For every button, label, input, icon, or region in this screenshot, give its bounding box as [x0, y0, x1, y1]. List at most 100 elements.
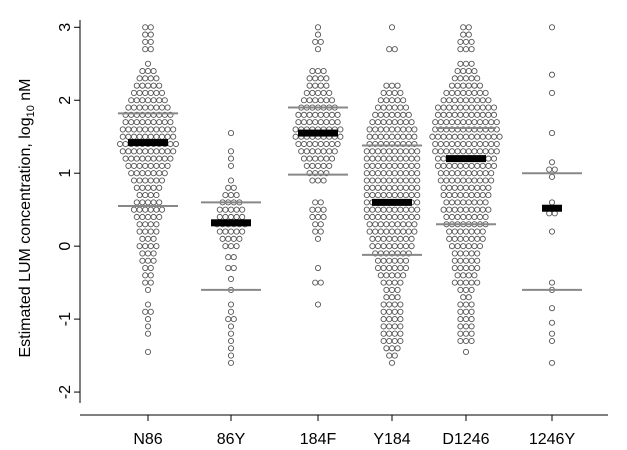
- data-point: [454, 119, 461, 126]
- data-point: [222, 192, 229, 199]
- data-point: [546, 166, 553, 173]
- data-point: [225, 254, 232, 261]
- data-point: [158, 133, 166, 140]
- data-point: [460, 170, 467, 177]
- data-point: [485, 97, 492, 104]
- data-point: [388, 111, 396, 118]
- data-point: [383, 272, 390, 279]
- data-point: [397, 170, 404, 177]
- data-point: [397, 192, 404, 199]
- data-point: [440, 104, 447, 111]
- data-point: [405, 221, 412, 228]
- data-point: [454, 89, 461, 97]
- data-point: [485, 111, 492, 118]
- data-point: [309, 213, 316, 221]
- data-point: [233, 243, 240, 250]
- data-point: [460, 89, 467, 97]
- data-point: [306, 97, 313, 104]
- data-point: [136, 221, 143, 228]
- data-point: [142, 133, 149, 140]
- data-point: [471, 82, 478, 89]
- data-point: [468, 301, 475, 308]
- median-bar: [298, 129, 338, 137]
- data-point: [462, 111, 470, 118]
- data-point: [147, 192, 154, 199]
- data-point: [328, 111, 336, 118]
- data-point: [460, 140, 467, 148]
- data-point: [334, 111, 341, 118]
- data-point: [468, 60, 475, 67]
- data-point: [482, 140, 489, 148]
- y-tick-label: -2: [57, 385, 74, 399]
- data-point: [320, 213, 327, 221]
- data-point: [394, 126, 401, 133]
- data-point: [397, 308, 404, 315]
- data-point: [222, 213, 229, 221]
- data-point: [446, 206, 453, 213]
- data-point: [460, 243, 467, 250]
- data-point: [374, 243, 382, 250]
- data-point: [150, 155, 157, 162]
- data-point: [383, 111, 390, 118]
- data-point: [377, 221, 384, 228]
- data-point: [429, 133, 436, 140]
- data-point: [432, 119, 439, 126]
- data-point: [468, 184, 475, 191]
- data-point: [471, 177, 478, 184]
- data-point: [394, 228, 401, 235]
- data-point: [153, 104, 160, 111]
- data-point: [136, 177, 143, 184]
- data-point: [468, 330, 475, 337]
- data-point: [394, 97, 401, 104]
- data-point: [317, 279, 324, 286]
- data-point: [130, 104, 138, 111]
- data-point: [133, 82, 140, 89]
- data-point: [158, 206, 166, 213]
- data-point: [139, 119, 146, 126]
- data-point: [460, 148, 467, 155]
- data-point: [400, 272, 407, 279]
- data-point: [369, 184, 376, 191]
- data-point: [391, 177, 398, 184]
- data-point: [402, 213, 410, 221]
- data-point: [451, 250, 458, 257]
- data-point: [323, 140, 330, 148]
- data-point: [386, 243, 393, 250]
- data-point: [446, 111, 453, 118]
- data-point: [295, 119, 302, 126]
- data-point: [468, 38, 475, 45]
- data-point: [337, 126, 344, 133]
- data-point: [411, 126, 418, 133]
- data-point: [462, 206, 470, 213]
- data-point: [227, 359, 235, 366]
- data-point: [462, 192, 470, 199]
- data-point: [158, 104, 166, 111]
- data-point: [462, 133, 470, 140]
- data-point: [462, 348, 470, 355]
- data-point: [454, 177, 461, 184]
- data-point: [136, 104, 143, 111]
- data-point: [397, 316, 404, 323]
- data-point: [139, 250, 146, 257]
- data-point: [443, 140, 450, 148]
- data-point: [116, 140, 124, 148]
- data-point: [374, 235, 382, 242]
- data-point: [227, 337, 235, 345]
- data-point: [490, 155, 498, 162]
- data-point: [462, 104, 470, 111]
- data-point: [227, 177, 235, 184]
- data-point: [158, 162, 166, 169]
- data-point: [493, 140, 500, 148]
- data-point: [320, 89, 327, 97]
- data-point: [468, 75, 475, 82]
- data-point: [139, 68, 146, 75]
- data-point: [462, 308, 470, 315]
- data-point: [303, 89, 310, 97]
- data-point: [314, 46, 322, 53]
- data-point: [474, 264, 481, 272]
- data-point: [451, 264, 458, 272]
- data-point: [408, 119, 415, 126]
- data-point: [432, 148, 439, 155]
- data-point: [468, 286, 475, 293]
- data-point: [377, 133, 384, 140]
